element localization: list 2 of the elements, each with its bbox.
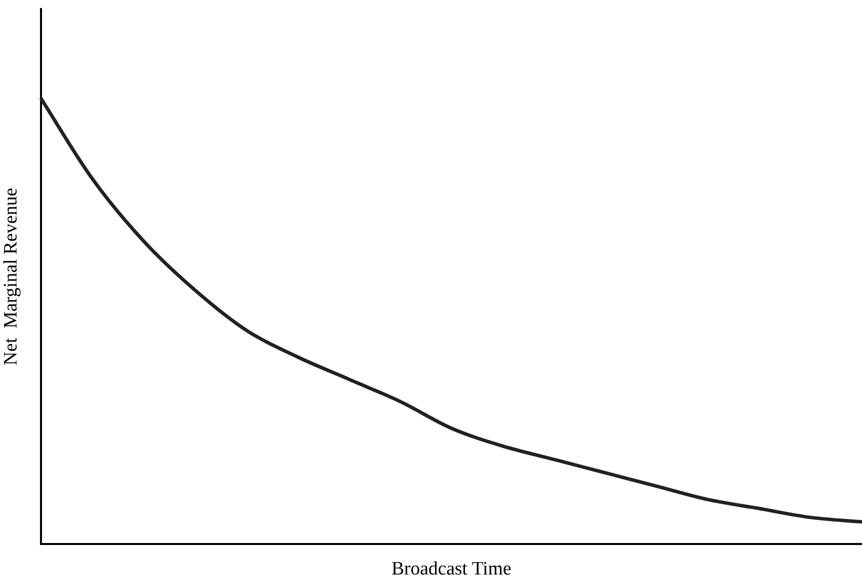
y-axis-title: Net Marginal Revenue <box>0 188 22 366</box>
x-axis-title: Broadcast Time <box>391 558 512 580</box>
